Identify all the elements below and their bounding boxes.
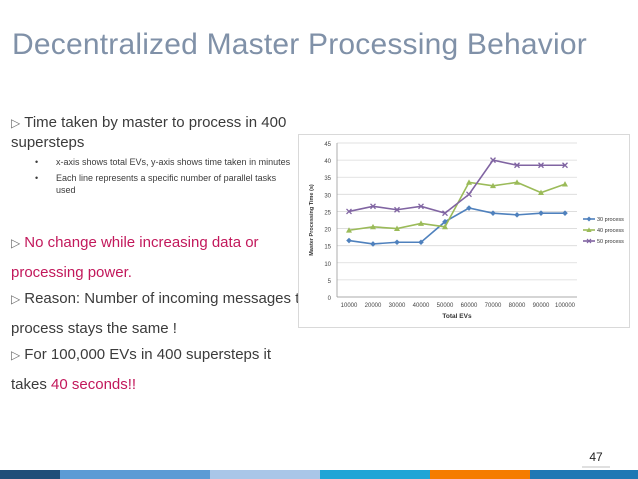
sub-bullet-lines: • Each line represents a specific number … [33, 172, 296, 196]
footer-segment [530, 470, 638, 479]
data-point [442, 223, 448, 230]
bullet-no-change: ▷ No change while increasing data or proc… [11, 228, 311, 288]
data-point [370, 223, 376, 230]
data-point [490, 157, 496, 164]
x-tick-label: 90000 [533, 303, 550, 309]
dot-bullet-icon: • [35, 173, 39, 183]
y-tick-label: 20 [324, 228, 331, 234]
bullet-result: ▷ For 100,000 EVs in 400 supersteps it ta… [11, 340, 311, 400]
chart-container: 0 5 10 15 20 25 30 35 40 45 10000 20000 30000 40000 50… [298, 134, 630, 328]
x-tick-label: 70000 [485, 303, 502, 309]
sub-bullet-axes: • x-axis shows total EVs, y-axis shows ti… [33, 156, 296, 168]
x-tick-label: 80000 [509, 303, 526, 309]
data-point [514, 179, 520, 185]
data-point [418, 220, 424, 226]
y-tick-label: 35 [324, 176, 331, 182]
slide-title: Decentralized Master Processing Behavior [12, 28, 587, 61]
legend-label: 30 process [597, 217, 624, 223]
data-point [562, 181, 568, 187]
triangle-bullet-icon: ▷ [11, 236, 21, 250]
footer-color-bar [0, 470, 638, 479]
data-point [394, 239, 400, 246]
footer-segment [60, 470, 210, 479]
data-point [514, 212, 520, 218]
page-number-box [582, 446, 610, 468]
data-point [442, 210, 448, 217]
y-tick-label: 25 [324, 210, 331, 216]
data-point [514, 162, 520, 169]
series-line [348, 159, 565, 215]
legend-marker [586, 216, 592, 222]
bullet-text: No change while increasing data or proce… [11, 234, 259, 281]
data-point [562, 162, 568, 169]
bullet-highlight: 40 seconds!! [51, 376, 137, 393]
data-point [466, 191, 472, 198]
page-number: 47 [589, 450, 603, 464]
legend-label: 50 process [597, 239, 624, 245]
series-line [348, 207, 565, 245]
x-tick-label: 10000 [341, 303, 358, 309]
data-point [346, 208, 352, 215]
y-tick-label: 10 [324, 262, 331, 268]
data-point [394, 206, 400, 213]
x-tick-label: 40000 [413, 303, 430, 309]
y-tick-label: 30 [324, 193, 331, 199]
line-chart: 0 5 10 15 20 25 30 35 40 45 10000 20000 30000 40000 50… [309, 142, 624, 320]
data-point [538, 189, 544, 196]
y-axis-label: Master Processing Time (s) [309, 184, 315, 256]
x-tick-label: 30000 [389, 303, 406, 309]
bullet-time-taken: ▷ Time taken by master to process in 400 … [11, 113, 296, 152]
dot-bullet-icon: • [35, 157, 39, 167]
footer-segment [430, 470, 530, 479]
footer-segment [0, 470, 60, 479]
triangle-bullet-icon: ▷ [11, 116, 21, 130]
data-point [346, 227, 352, 233]
footer-segment [320, 470, 430, 479]
legend-label: 40 process [597, 228, 624, 234]
sub-bullet-list: • x-axis shows total EVs, y-axis shows ti… [11, 156, 296, 196]
x-tick-label: 100000 [555, 303, 576, 309]
sub-bullet-text: Each line represents a specific number o… [56, 173, 277, 195]
x-axis-label: Total EVs [442, 313, 472, 320]
series-line [348, 181, 566, 232]
y-tick-label: 15 [324, 245, 331, 251]
legend-marker [586, 227, 592, 232]
y-tick-label: 5 [328, 279, 332, 285]
y-tick-label: 40 [324, 159, 331, 165]
y-tick-label: 45 [324, 142, 331, 148]
data-point [346, 237, 352, 244]
data-point [538, 162, 544, 169]
legend-marker [586, 238, 592, 244]
data-point [466, 205, 472, 211]
data-point [490, 182, 496, 189]
y-tick-label: 0 [328, 296, 332, 302]
bullet-block-1: ▷ Time taken by master to process in 400 … [11, 113, 296, 200]
data-point [370, 203, 376, 210]
data-point [466, 179, 472, 185]
bullet-text: For 100,000 EVs in 400 supersteps it tak… [11, 346, 272, 393]
triangle-bullet-icon: ▷ [11, 348, 21, 362]
x-tick-label: 50000 [437, 303, 454, 309]
bullet-reason: ▷ Reason: Number of incoming messages to … [11, 284, 311, 344]
x-tick-label: 60000 [461, 303, 478, 309]
footer-segment [210, 470, 320, 479]
bullet-text: Reason: Number of incoming messages to p… [11, 290, 308, 337]
triangle-bullet-icon: ▷ [11, 292, 21, 306]
data-point [394, 225, 400, 231]
sub-bullet-text: x-axis shows total EVs, y-axis shows tim… [56, 157, 291, 167]
x-tick-label: 20000 [365, 303, 382, 309]
data-point [418, 239, 424, 246]
bullet-text: Time taken by master to process in 400 s… [11, 114, 287, 151]
data-point [418, 203, 424, 210]
